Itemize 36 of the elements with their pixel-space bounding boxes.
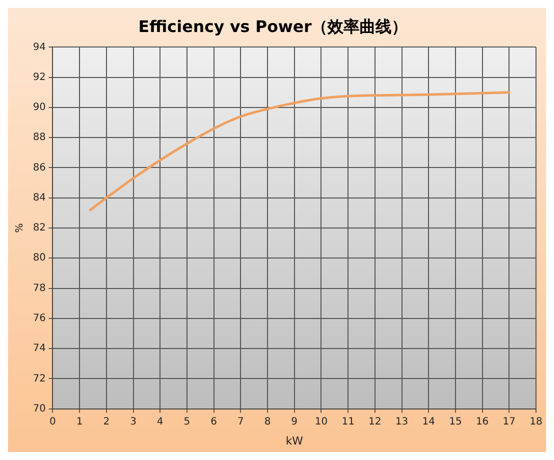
x-tick-label: 17 (502, 416, 516, 428)
chart-title: Efficiency vs Power（效率曲线） (138, 16, 408, 36)
y-tick-label: 74 (32, 343, 46, 354)
x-tick-label: 5 (184, 416, 190, 428)
line-series (89, 91, 510, 212)
x-tick-label: 4 (156, 416, 164, 428)
x-axis-title: kW (286, 434, 304, 448)
y-tick-label: 84 (32, 192, 46, 204)
x-tick-label: 8 (264, 416, 271, 428)
x-tick-label: 10 (314, 416, 328, 428)
y-tick-label: 88 (32, 132, 46, 144)
x-tick-label: 16 (476, 416, 489, 428)
x-tick-label: 6 (210, 416, 218, 428)
y-tick-label: 90 (32, 102, 46, 114)
x-tick-label: 14 (422, 416, 435, 428)
x-tick-label: 3 (130, 416, 136, 428)
y-tick-label: 82 (32, 222, 46, 234)
x-tick-label: 12 (368, 416, 382, 428)
x-tick-label: 11 (342, 416, 354, 428)
x-tick-label: 18 (530, 416, 542, 428)
y-tick-label: 94 (32, 42, 46, 53)
y-axis-title: % (14, 223, 26, 233)
y-tick-label: 92 (32, 72, 46, 83)
x-tick-label: 15 (449, 416, 462, 428)
y-tick-label: 80 (32, 252, 46, 264)
x-tick-label: 7 (237, 416, 244, 428)
x-tick-label: 13 (395, 416, 408, 428)
x-tick-label: 1 (76, 416, 83, 428)
y-tick-label: 70 (32, 403, 46, 414)
x-tick-label: 2 (103, 416, 110, 428)
y-tick-label: 72 (32, 373, 46, 384)
y-tick-label: 78 (32, 282, 46, 294)
x-tick-label: 0 (50, 416, 56, 428)
y-tick-label: 76 (32, 312, 46, 324)
y-tick-label: 86 (32, 162, 46, 174)
x-tick-label: 9 (291, 416, 298, 428)
